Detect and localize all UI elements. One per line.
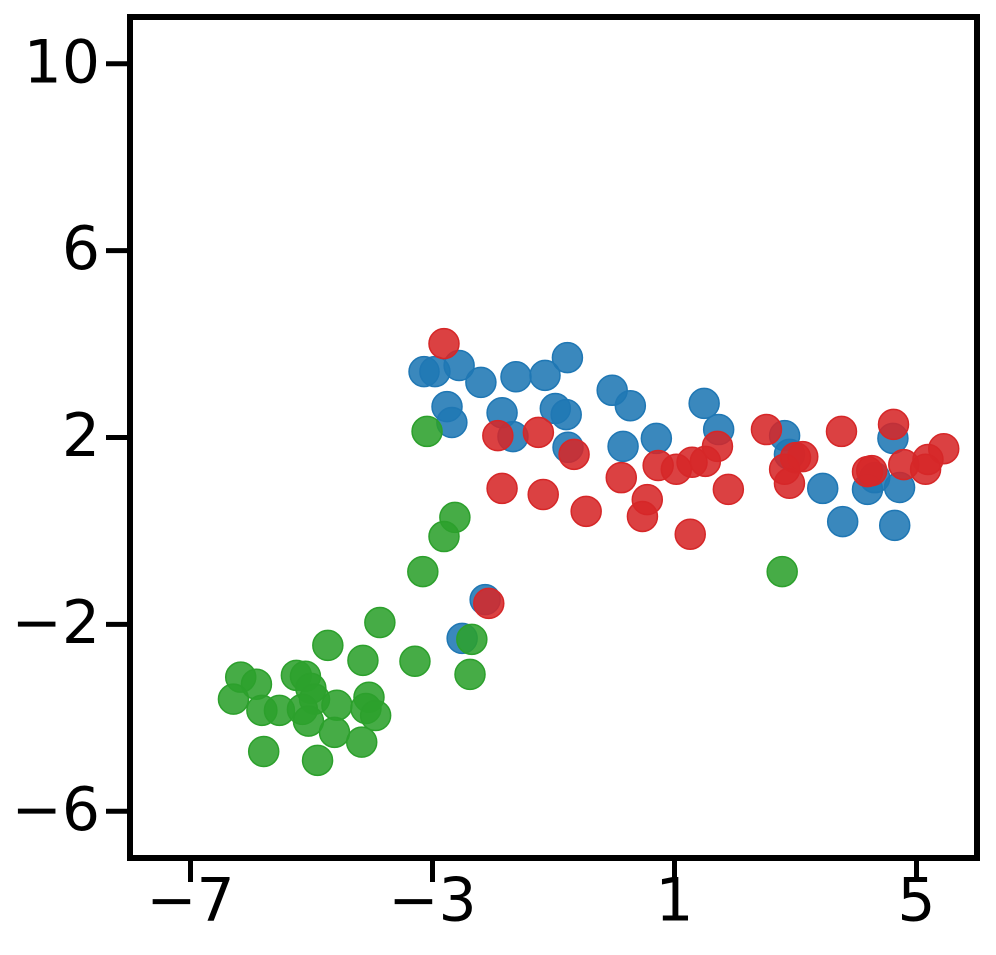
scatter-point [407,555,439,588]
scatter-point [640,422,673,455]
scatter-point [607,430,639,463]
scatter-point [301,744,334,777]
scatter-point [318,716,351,749]
scatter-point [766,555,798,588]
scatter-point [806,472,839,505]
scatter-point [878,509,911,542]
scatter-point [825,415,858,448]
y-tick-label: 10 [24,27,100,97]
y-tick-label: −6 [12,775,100,845]
scatter-point [465,366,497,399]
scatter-point [364,606,396,639]
scatter-point [399,645,431,678]
scatter-point [550,398,582,431]
scatter-point [529,359,561,392]
scatter-point [428,327,460,360]
scatter-point [411,415,443,448]
x-tick-label: 5 [897,866,935,936]
scatter-point [527,478,559,511]
scatter-point [428,520,460,553]
scatter-point [855,454,888,487]
scatter-point [500,361,532,393]
scatter-point [558,438,590,471]
scatter-point [877,408,910,441]
scatter-point [217,683,250,715]
scatter-point [247,735,280,768]
scatter-point [927,432,960,465]
scatter-point [626,500,659,533]
scatter-point [486,472,518,505]
x-tick-label: −3 [388,866,476,936]
scatter-point [473,587,505,620]
scatter-point [454,658,486,691]
scatter-point [570,495,602,528]
scatter-point [701,430,734,463]
scatter-point [321,689,353,721]
x-tick-label: 1 [655,866,693,936]
scatter-point [359,699,392,732]
y-tick-label: 2 [62,401,100,471]
scatter-point [688,387,720,420]
scatter-point [345,726,378,758]
scatter-point [482,419,514,452]
scatter-point [551,341,584,374]
scatter-point [614,389,647,422]
scatter-point [773,467,806,500]
scatter-point [522,416,555,449]
scatter-point [787,440,819,473]
scatter-point [826,505,859,538]
scatter-point [712,473,745,506]
y-tick-label: −2 [12,588,100,658]
scatter-point [456,623,488,656]
scatter-point [750,413,783,446]
scatter-point [443,349,475,382]
scatter-point [674,518,706,550]
y-tick-label: 6 [62,214,100,284]
x-tick-label: −7 [146,866,234,936]
scatter-point [312,629,344,662]
scatter-point [347,644,379,677]
scatter-point [605,461,638,494]
